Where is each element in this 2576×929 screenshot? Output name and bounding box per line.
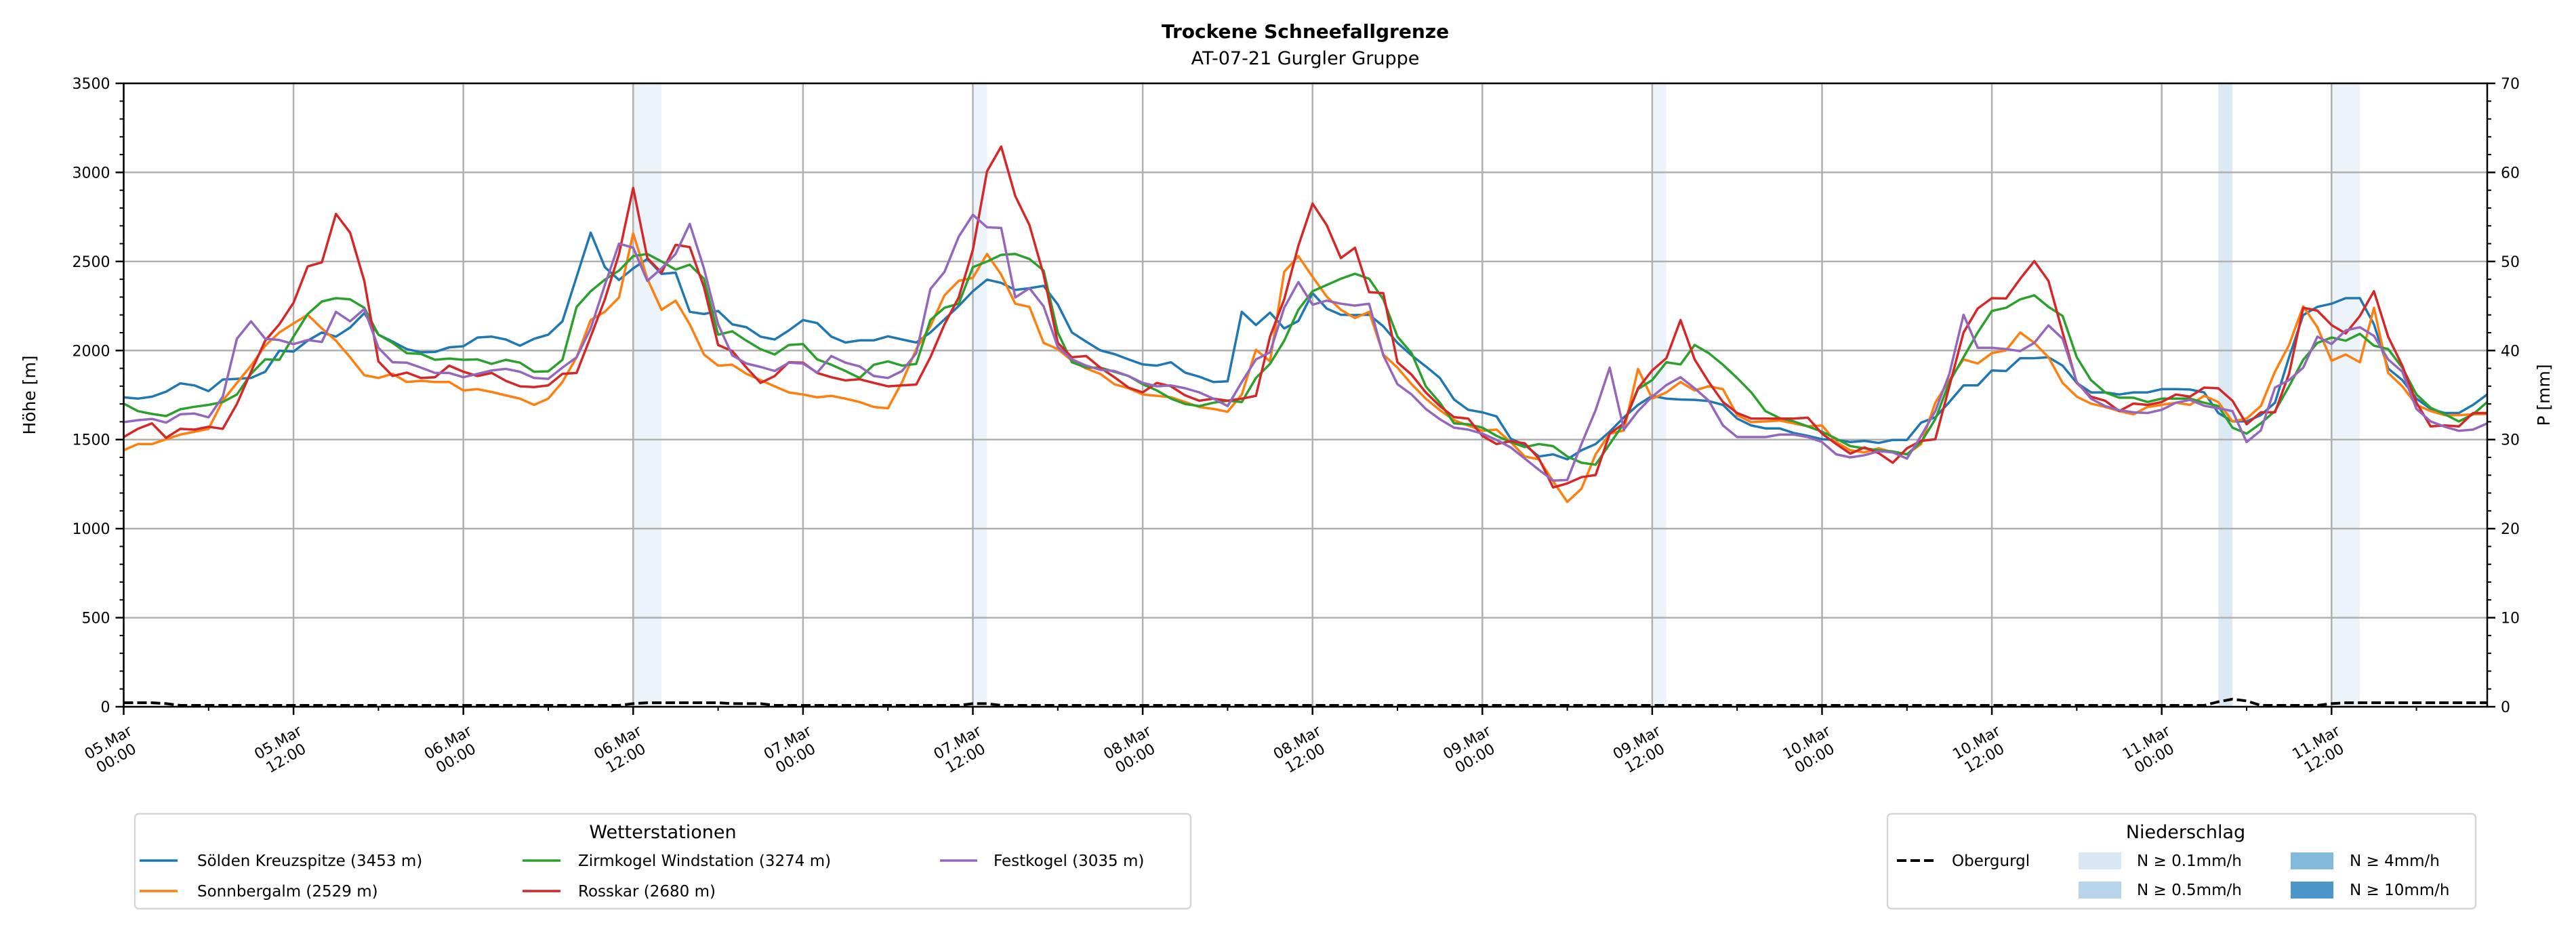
y-tick-label: 3500 — [73, 76, 110, 93]
legend-patch-4 — [2291, 852, 2333, 869]
y-tick-label: 2500 — [73, 254, 110, 271]
legend-patch-0-1 — [2079, 852, 2121, 869]
series-line-sonnbergalm — [123, 232, 2488, 503]
legend-label-4: N ≥ 4mm/h — [2350, 852, 2440, 870]
precip-line-group — [123, 697, 2487, 707]
legend-label-sonnbergalm: Sonnbergalm (2529 m) — [197, 883, 378, 901]
y-right-tick-label: 60 — [2501, 165, 2520, 182]
legend-label-zirmkogel: Zirmkogel Windstation (3274 m) — [578, 852, 831, 870]
y-tick-label: 0 — [101, 699, 110, 716]
legend-label-0-1: N ≥ 0.1mm/h — [2137, 852, 2242, 870]
y-tick-label: 3000 — [73, 165, 110, 182]
legend-title: Niederschlag — [2126, 822, 2245, 843]
precip-band — [2331, 83, 2360, 707]
y-axis-label: Höhe [m] — [20, 355, 39, 434]
y-right-tick-label: 70 — [2501, 76, 2520, 93]
chart-title: Trockene Schneefallgrenze — [1162, 20, 1449, 43]
y-tick-label: 2000 — [73, 343, 110, 360]
precip-band — [973, 83, 987, 707]
chart-subtitle: AT-07-21 Gurgler Gruppe — [1191, 48, 1420, 69]
legend-label-10: N ≥ 10mm/h — [2350, 882, 2450, 899]
series-lines — [123, 145, 2489, 503]
legend-box — [134, 812, 1192, 910]
legend-precip: Niederschlag Obergurgl N ≥ 0.1mm/h N ≥ 0… — [1886, 812, 2477, 910]
y-right-tick-label: 10 — [2501, 611, 2520, 627]
y-tick-label: 1000 — [73, 521, 110, 538]
legend-stations: Wetterstationen Sölden Kreuzspitze (3453… — [134, 812, 1192, 910]
y-tick-label: 1500 — [73, 432, 110, 449]
series-line-rosskar — [123, 145, 2487, 489]
legend-patch-10 — [2291, 882, 2333, 899]
y-right-tick-label: 50 — [2501, 254, 2520, 271]
y-right-tick-label: 30 — [2501, 432, 2520, 449]
series-line-festkogel — [123, 213, 2488, 482]
precip-band — [633, 83, 662, 707]
legend-patch-0-5 — [2079, 882, 2121, 899]
plot-frame — [123, 82, 2489, 708]
legend-label-soelden: Sölden Kreuzspitze (3453 m) — [197, 852, 422, 870]
legend-label-obergurgl: Obergurgl — [1952, 852, 2030, 870]
y-right-tick-label: 0 — [2501, 699, 2510, 716]
legend-title: Wetterstationen — [589, 822, 736, 843]
y-right-tick-label: 20 — [2501, 521, 2520, 538]
precip-bands — [633, 83, 2360, 707]
series-line-soelden — [123, 231, 2489, 461]
precip-line-obergurgl — [123, 697, 2487, 707]
y-axis-right-label: P [mm] — [2534, 364, 2554, 426]
y-tick-label: 500 — [82, 611, 110, 627]
legend-label-festkogel: Festkogel (3035 m) — [994, 852, 1144, 870]
y-right-tick-label: 40 — [2501, 343, 2520, 360]
legend-label-rosskar: Rosskar (2680 m) — [578, 883, 716, 901]
series-line-zirmkogel — [123, 253, 2489, 466]
legend-label-0-5: N ≥ 0.5mm/h — [2137, 882, 2242, 899]
